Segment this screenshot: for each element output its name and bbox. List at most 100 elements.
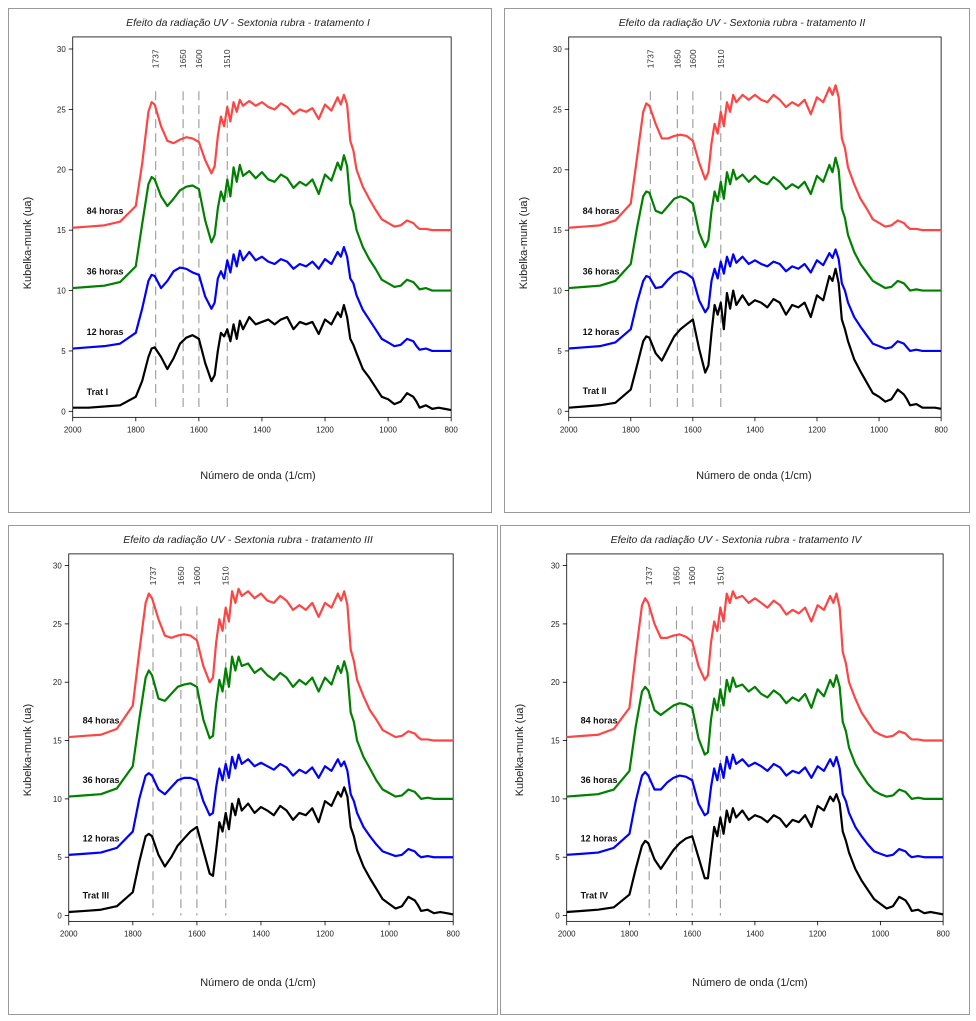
x-tick-label: 1400: [746, 929, 764, 938]
y-tick-label: 20: [57, 166, 66, 175]
x-tick-label: 800: [447, 929, 461, 938]
series-line-36-horas: [68, 655, 454, 800]
y-tick-label: 30: [53, 562, 62, 571]
series-label: 36 horas: [83, 775, 120, 785]
y-tick-label: 5: [555, 853, 560, 862]
series-label: 36 horas: [583, 266, 620, 276]
x-tick-label: 800: [445, 425, 459, 434]
y-axis-label: Kubelka-munk (ua): [22, 704, 34, 796]
series-label: Trat III: [83, 890, 109, 900]
reference-line-label: 1600: [688, 49, 698, 68]
x-tick-label: 800: [936, 929, 950, 938]
chart-panel-tratamento-iv: Efeito da radiação UV - Sextonia rubra -…: [500, 525, 970, 1015]
x-tick-label: 1600: [188, 929, 206, 938]
series-line-36-horas: [72, 154, 452, 292]
chart-tratamento-iii: Efeito da radiação UV - Sextonia rubra -…: [22, 535, 461, 989]
series-line-12-horas: [568, 248, 942, 353]
y-tick-label: 25: [57, 105, 66, 114]
series-label: 84 horas: [583, 206, 620, 216]
series-line-trat-iv: [566, 793, 944, 916]
y-tick-label: 30: [57, 45, 66, 54]
y-axis-label: Kubelka-munk (ua): [514, 704, 526, 796]
y-tick-label: 10: [551, 795, 560, 804]
x-tick-label: 2000: [558, 929, 576, 938]
x-tick-label: 1400: [252, 929, 270, 938]
x-tick-label: 2000: [64, 425, 82, 434]
x-tick-label: 1600: [684, 425, 702, 434]
series-label: 36 horas: [581, 775, 618, 785]
y-tick-label: 15: [553, 226, 562, 235]
chart-panel-tratamento-iii: Efeito da radiação UV - Sextonia rubra -…: [8, 525, 498, 1015]
series-label: Trat IV: [581, 890, 608, 900]
x-tick-label: 1800: [124, 929, 142, 938]
series-line-84-horas: [568, 84, 942, 232]
reference-line-label: 1650: [178, 49, 188, 68]
chart-tratamento-i: Efeito da radiação UV - Sextonia rubra -…: [22, 18, 459, 482]
series-label: 84 horas: [581, 715, 618, 725]
series-line-84-horas: [72, 93, 452, 232]
chart-tratamento-ii: Efeito da radiação UV - Sextonia rubra -…: [518, 18, 948, 482]
y-tick-label: 5: [557, 347, 562, 356]
series-line-trat-i: [72, 303, 452, 412]
reference-line-label: 1737: [644, 566, 654, 585]
x-tick-label: 2000: [60, 929, 78, 938]
series-label: 12 horas: [581, 833, 618, 843]
x-tick-label: 2000: [560, 425, 578, 434]
reference-line-label: 1600: [687, 566, 697, 585]
x-tick-label: 1000: [872, 929, 890, 938]
series-line-12-horas: [68, 753, 454, 859]
series-label: 84 horas: [83, 715, 120, 725]
series-line-12-horas: [72, 245, 452, 353]
x-tick-label: 1400: [746, 425, 764, 434]
chart-tratamento-iv: Efeito da radiação UV - Sextonia rubra -…: [514, 535, 950, 989]
x-axis-label: Número de onda (1/cm): [200, 470, 316, 482]
reference-line-label: 1510: [716, 49, 726, 68]
series-label: Trat I: [87, 387, 108, 397]
series-label: 12 horas: [583, 327, 620, 337]
y-tick-label: 0: [557, 407, 562, 416]
y-tick-label: 30: [553, 45, 562, 54]
series-label: 84 horas: [87, 206, 124, 216]
y-tick-label: 0: [61, 407, 66, 416]
x-tick-label: 1400: [253, 425, 271, 434]
y-tick-label: 15: [551, 737, 560, 746]
y-axis-label: Kubelka-munk (ua): [518, 197, 530, 289]
reference-line-label: 1600: [194, 49, 204, 68]
y-tick-label: 15: [53, 737, 62, 746]
reference-line-label: 1737: [645, 49, 655, 68]
chart-title: Efeito da radiação UV - Sextonia rubra -…: [619, 18, 866, 29]
x-axis-label: Número de onda (1/cm): [692, 977, 808, 989]
y-tick-label: 25: [53, 620, 62, 629]
reference-line-label: 1600: [192, 566, 202, 585]
x-tick-label: 1800: [622, 425, 640, 434]
y-tick-label: 10: [53, 795, 62, 804]
x-tick-label: 1200: [316, 929, 334, 938]
reference-line-label: 1650: [671, 566, 681, 585]
y-tick-label: 30: [551, 562, 560, 571]
reference-line-label: 1737: [151, 49, 161, 68]
x-tick-label: 1200: [316, 425, 334, 434]
x-tick-label: 1600: [683, 929, 701, 938]
x-tick-label: 1800: [621, 929, 639, 938]
x-tick-label: 1200: [808, 425, 826, 434]
chart-panel-tratamento-i: Efeito da radiação UV - Sextonia rubra -…: [8, 8, 492, 513]
series-label: 36 horas: [87, 266, 124, 276]
reference-line-label: 1510: [222, 49, 232, 68]
y-tick-label: 25: [553, 105, 562, 114]
y-tick-label: 20: [53, 678, 62, 687]
x-tick-label: 1800: [127, 425, 145, 434]
y-tick-label: 5: [57, 853, 62, 862]
y-tick-label: 0: [555, 912, 560, 921]
y-tick-label: 10: [553, 287, 562, 296]
chart-title: Efeito da radiação UV - Sextonia rubra -…: [126, 18, 370, 29]
y-tick-label: 25: [551, 620, 560, 629]
chart-title: Efeito da radiação UV - Sextonia rubra -…: [123, 535, 373, 546]
reference-line-label: 1650: [672, 49, 682, 68]
reference-line-label: 1510: [715, 566, 725, 585]
x-tick-label: 1000: [379, 425, 397, 434]
chart-panel-tratamento-ii: Efeito da radiação UV - Sextonia rubra -…: [504, 8, 970, 513]
series-line-trat-iii: [68, 786, 454, 916]
x-tick-label: 1000: [870, 425, 888, 434]
x-tick-label: 1000: [380, 929, 398, 938]
x-axis-label: Número de onda (1/cm): [696, 470, 812, 482]
